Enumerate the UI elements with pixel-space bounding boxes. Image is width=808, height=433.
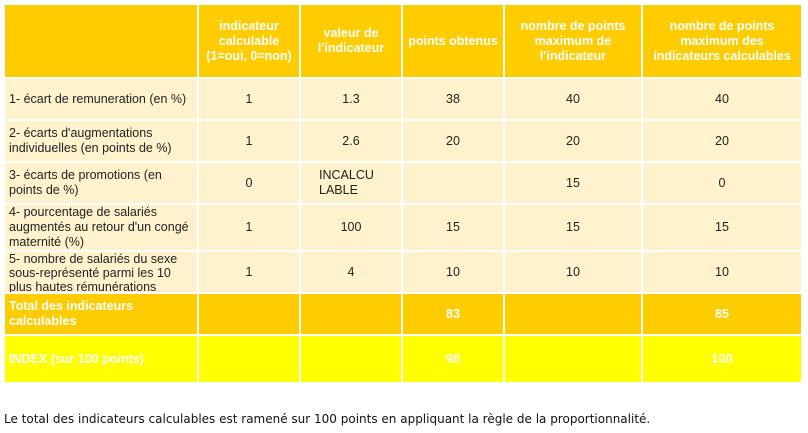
table-row: 5- nombre de salariés du sexe sous-repré… bbox=[5, 252, 801, 292]
table-row: 4- pourcentage de salariés augmentés au … bbox=[5, 205, 801, 250]
index-empty bbox=[301, 336, 401, 382]
row-label: 1- écart de remuneration (en %) bbox=[5, 79, 197, 119]
total-empty bbox=[301, 294, 401, 334]
cell-valeur: INCALCU LABLE bbox=[301, 163, 401, 203]
cell-max-calc: 0 bbox=[643, 163, 801, 203]
cell-max-calc: 15 bbox=[643, 205, 801, 250]
index-label: INDEX (sur 100 points) bbox=[5, 336, 197, 382]
total-empty bbox=[505, 294, 641, 334]
header-max-points: nombre de points maximum de l'indicateur bbox=[505, 5, 641, 77]
cell-points: 38 bbox=[403, 79, 503, 119]
cell-max-calc: 40 bbox=[643, 79, 801, 119]
header-points-obtenus: points obtenus bbox=[403, 5, 503, 77]
cell-valeur: 100 bbox=[301, 205, 401, 250]
cell-points: 15 bbox=[403, 205, 503, 250]
header-label-column bbox=[5, 5, 197, 77]
cell-max-calc: 10 bbox=[643, 252, 801, 292]
indicators-table: indicateur calculable (1=oui, 0=non) val… bbox=[3, 3, 803, 384]
cell-max: 10 bbox=[505, 252, 641, 292]
index-max-calc: 100 bbox=[643, 336, 801, 382]
total-empty bbox=[199, 294, 299, 334]
cell-valeur: 4 bbox=[301, 252, 401, 292]
header-valeur: valeur de l'indicateur bbox=[301, 5, 401, 77]
cell-points: 20 bbox=[403, 121, 503, 161]
cell-calculable: 1 bbox=[199, 252, 299, 292]
header-calculable: indicateur calculable (1=oui, 0=non) bbox=[199, 5, 299, 77]
cell-valeur: 2.6 bbox=[301, 121, 401, 161]
index-empty bbox=[199, 336, 299, 382]
cell-max: 15 bbox=[505, 205, 641, 250]
row-label: 5- nombre de salariés du sexe sous-repré… bbox=[5, 252, 197, 292]
row-label: 3- écarts de promotions (en points de %) bbox=[5, 163, 197, 203]
total-row: Total des indicateurs calculables 83 85 bbox=[5, 294, 801, 334]
row-label-text: 5- nombre de salariés du sexe sous-repré… bbox=[9, 252, 178, 292]
cell-calculable: 1 bbox=[199, 205, 299, 250]
cell-points bbox=[403, 163, 503, 203]
cell-points: 10 bbox=[403, 252, 503, 292]
header-row: indicateur calculable (1=oui, 0=non) val… bbox=[5, 5, 801, 77]
cell-max: 20 bbox=[505, 121, 641, 161]
row-label: 4- pourcentage de salariés augmentés au … bbox=[5, 205, 197, 250]
cell-valeur: 1.3 bbox=[301, 79, 401, 119]
total-points: 83 bbox=[403, 294, 503, 334]
cell-max-calc: 20 bbox=[643, 121, 801, 161]
index-points: 98 bbox=[403, 336, 503, 382]
total-label: Total des indicateurs calculables bbox=[5, 294, 197, 334]
cell-max: 40 bbox=[505, 79, 641, 119]
index-row: INDEX (sur 100 points) 98 100 bbox=[5, 336, 801, 382]
header-max-points-calculables: nombre de points maximum des indicateurs… bbox=[643, 5, 801, 77]
cell-calculable: 1 bbox=[199, 121, 299, 161]
footnote: Le total des indicateurs calculables est… bbox=[4, 412, 651, 426]
cell-calculable: 0 bbox=[199, 163, 299, 203]
cell-max: 15 bbox=[505, 163, 641, 203]
table-row: 3- écarts de promotions (en points de %)… bbox=[5, 163, 801, 203]
cell-calculable: 1 bbox=[199, 79, 299, 119]
table-row: 1- écart de remuneration (en %) 1 1.3 38… bbox=[5, 79, 801, 119]
row-label: 2- écarts d'augmentations individuelles … bbox=[5, 121, 197, 161]
total-max-calc: 85 bbox=[643, 294, 801, 334]
index-empty bbox=[505, 336, 641, 382]
table-row: 2- écarts d'augmentations individuelles … bbox=[5, 121, 801, 161]
incalculable-text: INCALCU LABLE bbox=[319, 168, 374, 197]
